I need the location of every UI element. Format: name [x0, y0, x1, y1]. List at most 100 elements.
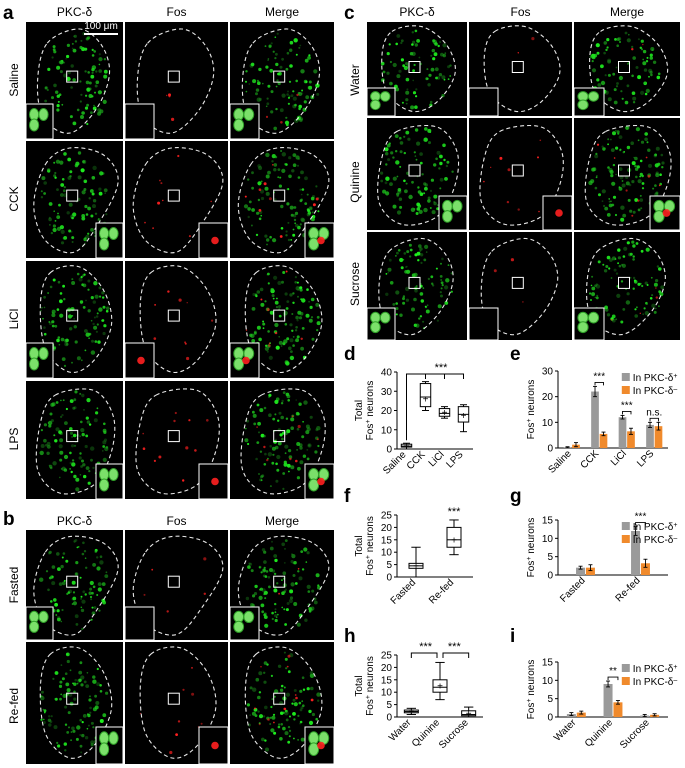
micrograph-b-re-fed-pkc: [26, 642, 123, 764]
micrograph-c-sucrose-pkc: [367, 232, 467, 340]
micrograph-a-licl-pkc: [26, 261, 123, 378]
box-mean-d-3: +: [461, 411, 467, 422]
micrograph-a-saline-pkc: [26, 22, 123, 139]
y-tick-label-h-3: 15: [381, 675, 393, 686]
micrograph-c-quinine-fos: [469, 118, 572, 230]
bar-e-s1-3: [654, 426, 663, 448]
svg-text:Fos+ neurons: Fos+ neurons: [526, 660, 538, 720]
x-label-g-0: Fasted: [558, 575, 587, 604]
ann-label-g-0: ***: [635, 512, 647, 523]
box-mean-d-0: +: [404, 441, 410, 452]
bar-g-s1-1: [640, 563, 650, 575]
x-label-d-0: Saline: [381, 449, 409, 477]
x-label-f-0: Fasted: [389, 577, 418, 606]
x-label-i-2: Sucrose: [618, 717, 652, 751]
sig-bracket-d: [406, 373, 464, 441]
legend-swatch-g-0: [621, 522, 630, 530]
x-label-g-1: Re-fed: [614, 575, 643, 604]
micrograph-a-cck-merge: [230, 141, 334, 258]
y-tick-label-i-2: 10: [542, 676, 554, 687]
box-h-1: +: [432, 661, 448, 701]
y-tick-label-g-1: 5: [547, 552, 553, 563]
legend-label-e-0: In PKC-δ+: [633, 373, 678, 385]
bar-g-s0-0: [576, 567, 586, 575]
y-tick-label-i-3: 15: [542, 658, 554, 669]
sig-label-h-1: ***: [448, 641, 462, 653]
sig-label-d: ***: [435, 362, 449, 374]
y-label-d-total: Total: [354, 400, 365, 421]
micrograph-a-saline-fos: [125, 22, 228, 139]
x-label-d-2: LiCl: [427, 449, 447, 469]
svg-text:Fos+ neurons: Fos+ neurons: [526, 380, 538, 440]
y-tick-label-h-4: 20: [381, 663, 393, 674]
x-label-d-1: CCK: [405, 449, 428, 472]
y-tick-label-e-1: 10: [542, 418, 554, 429]
micrograph-b-re-fed-fos: [125, 642, 228, 764]
svg-text:Fos+ neurons: Fos+ neurons: [365, 656, 377, 716]
box-f-0: +: [408, 546, 424, 578]
col-title-b-pkc: PKC-δ: [56, 514, 93, 528]
box-d-1: +: [419, 381, 432, 411]
y-tick-label-f-4: 20: [381, 523, 393, 534]
bar-e-s0-1: [591, 391, 599, 448]
col-title-c-fos: Fos: [510, 5, 531, 19]
y-tick-label-f-3: 15: [381, 535, 393, 546]
y-tick-label-e-3: 30: [542, 367, 554, 378]
x-label-d-3: LPS: [444, 449, 465, 470]
ann-bracket-e-0: [594, 381, 604, 386]
micrograph-b-fasted-pkc: [26, 530, 123, 640]
box-mean-h-0: +: [408, 707, 414, 718]
box-d-0: +: [400, 441, 413, 452]
box-d-2: +: [438, 406, 451, 419]
ann-bracket-e-1: [622, 410, 632, 415]
y-tick-label-g-0: 0: [547, 571, 553, 582]
y-tick-label-h-2: 10: [381, 688, 393, 699]
bar-e-s1-1: [599, 433, 608, 448]
y-tick-label-f-1: 5: [386, 560, 392, 571]
panel-letter-d: d: [344, 344, 356, 365]
bar-e-s1-2: [627, 431, 635, 448]
y-tick-label-d-1: 10: [381, 425, 393, 436]
x-label-e-1: CCK: [579, 448, 602, 471]
box-mean-h-2: +: [466, 709, 472, 720]
ann-bracket-i-0: [607, 676, 619, 681]
box-mean-f-0: +: [413, 561, 419, 572]
y-tick-label-e-0: 0: [547, 444, 553, 455]
legend-label-i-0: In PKC-δ+: [633, 664, 678, 676]
ann-label-e-1: ***: [621, 400, 633, 411]
y-tick-label-e-2: 20: [542, 392, 554, 403]
box-h-0: +: [403, 707, 419, 718]
svg-text:Fos+ neurons: Fos+ neurons: [365, 381, 377, 441]
y-label-g: Fos+ neurons: [526, 518, 538, 578]
box-mean-d-1: +: [423, 394, 429, 405]
x-label-h-2: Sucrose: [437, 717, 471, 751]
micrograph-c-quinine-pkc: [367, 118, 467, 230]
y-tick-label-f-2: 10: [381, 548, 393, 559]
legend-swatch-e-0: [621, 373, 630, 381]
panel-letter-b: b: [3, 509, 15, 530]
legend-swatch-g-1: [621, 535, 630, 543]
x-label-f-1: Re-fed: [427, 577, 456, 606]
col-title-a-pkc: PKC-δ: [56, 5, 93, 19]
sig-label-f: ***: [448, 506, 462, 518]
bar-g-s1-0: [585, 567, 595, 575]
micrograph-b-fasted-merge: [230, 530, 334, 640]
col-title-c-merge: Merge: [609, 5, 644, 19]
micrograph-c-sucrose-fos: [469, 232, 572, 340]
panel-letter-f: f: [344, 486, 351, 507]
sig-bracket-h-1: [442, 652, 470, 658]
micrograph-c-water-merge: [574, 22, 680, 116]
legend-label-e-1: In PKC-δ–: [633, 386, 678, 398]
bar-g-s0-1: [631, 531, 641, 575]
micrograph-c-sucrose-merge: [574, 232, 680, 340]
box-mean-h-1: +: [437, 682, 443, 693]
box-f-1: +: [446, 519, 462, 556]
bar-e-s0-3: [646, 424, 654, 448]
x-label-e-2: LiCl: [609, 448, 629, 468]
col-title-b-fos: Fos: [166, 514, 187, 528]
